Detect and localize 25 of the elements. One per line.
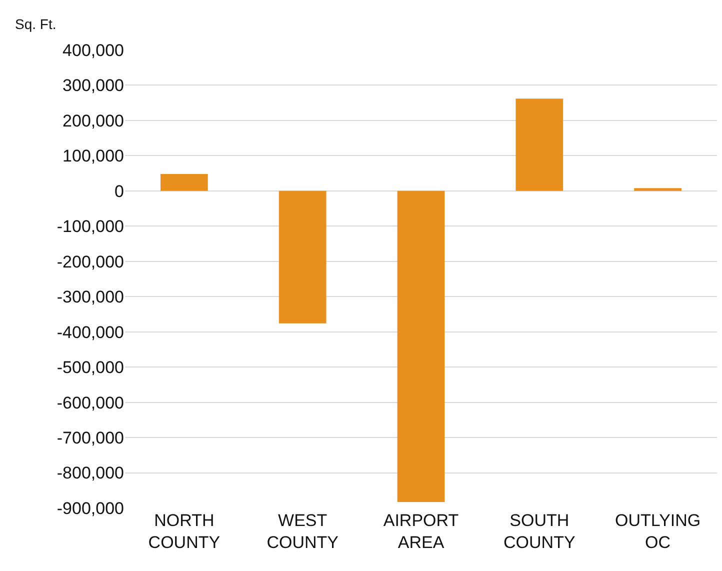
y-tick-label: 0 (114, 182, 124, 201)
bar (634, 188, 682, 191)
y-tick-label: -800,000 (56, 464, 124, 483)
y-tick-label: -700,000 (56, 428, 124, 448)
y-tick-label: -400,000 (56, 322, 124, 342)
x-tick-label: NORTH COUNTY (148, 511, 220, 552)
x-tick-label: AIRPORT AREA (383, 511, 459, 552)
x-tick-label: WEST COUNTY (266, 511, 338, 552)
y-tick-label: -300,000 (56, 288, 124, 307)
x-tick-label: SOUTH COUNTY (504, 511, 576, 552)
y-tick-label: 200,000 (62, 111, 124, 130)
bar (160, 174, 208, 191)
y-tick-label: -900,000 (56, 498, 124, 518)
y-tick-label: 100,000 (62, 146, 124, 166)
y-tick-label: 400,000 (62, 40, 124, 60)
bar (397, 190, 445, 502)
y-tick-label: -500,000 (56, 358, 124, 378)
y-tick-label: -600,000 (56, 393, 124, 412)
bar (278, 190, 326, 324)
y-tick-label: -100,000 (56, 217, 124, 236)
x-tick-label: OUTLYING OC (614, 511, 701, 552)
y-axis-title: Sq. Ft. (15, 16, 56, 32)
y-tick-label: 300,000 (62, 76, 124, 96)
y-tick-label: -200,000 (56, 252, 124, 272)
bar (516, 98, 564, 191)
